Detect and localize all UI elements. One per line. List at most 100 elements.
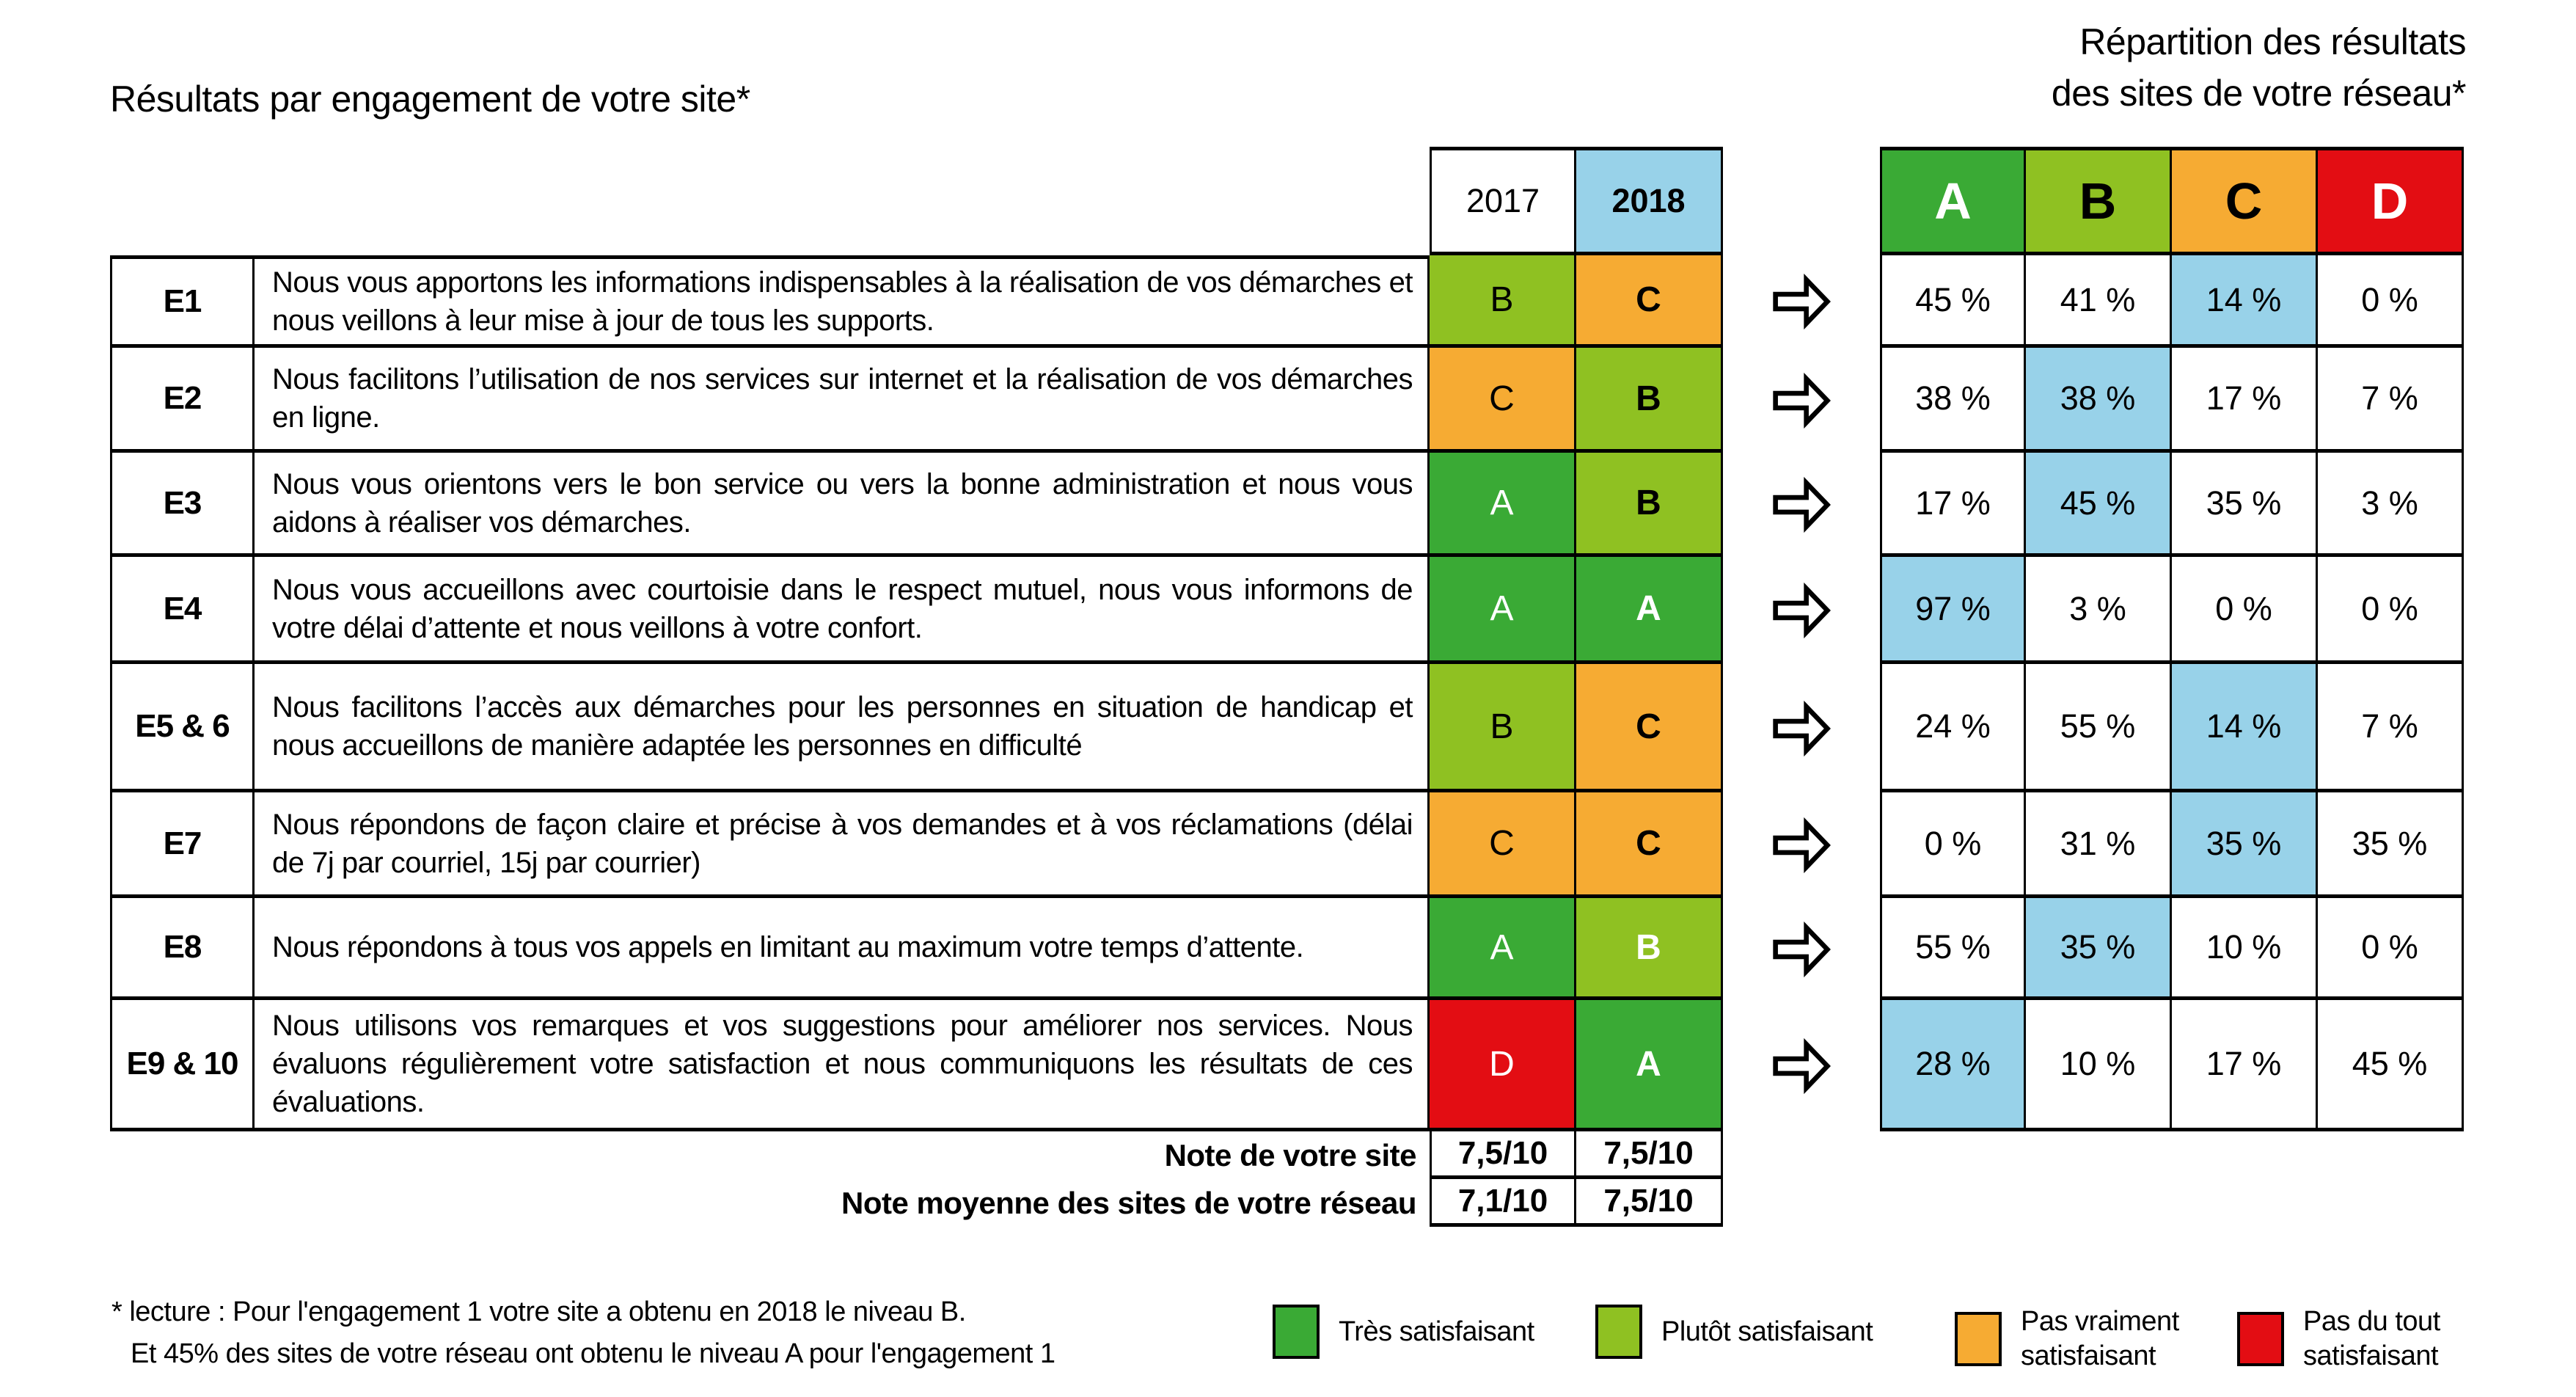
repartition-cell: 3 % xyxy=(2318,453,2464,557)
repartition-cell: 35 % xyxy=(2026,898,2172,1000)
repartition-title-line1: Répartition des résultats xyxy=(2079,21,2466,62)
repartition-title-line2: des sites de votre réseau* xyxy=(2051,73,2467,114)
footnote-line2: Et 45% des sites de votre réseau ont obt… xyxy=(131,1338,1055,1369)
repartition-cell: 0 % xyxy=(2318,898,2464,1000)
repartition-cell: 10 % xyxy=(2172,898,2318,1000)
legend-item-plutot-satisfaisant: Plutôt satisfaisant xyxy=(1595,1305,1873,1359)
orange-swatch-icon xyxy=(1955,1312,2002,1366)
engagement-id: E9 & 10 xyxy=(110,1000,255,1131)
right-arrow-icon xyxy=(1760,792,1843,898)
legend-item-pas-vraiment-satisfaisant: Pas vraiment satisfaisant xyxy=(1955,1305,2241,1374)
grade-2018: B xyxy=(1576,348,1723,453)
engagement-id: E4 xyxy=(110,557,255,664)
engagement-text: Nous vous accueillons avec courtoisie da… xyxy=(255,557,1430,664)
repartition-cell: 38 % xyxy=(1880,348,2026,453)
network-average-2018: 7,5/10 xyxy=(1576,1179,1723,1227)
engagement-text-content: Nous répondons à tous vos appels en limi… xyxy=(272,931,1304,963)
engagement-text-content: Nous répondons de façon claire et précis… xyxy=(272,808,1413,879)
grade-2017: A xyxy=(1430,557,1576,664)
repartition-cell: 0 % xyxy=(2318,557,2464,664)
red-swatch-icon xyxy=(2237,1312,2284,1366)
engagement-text: Nous répondons de façon claire et précis… xyxy=(255,792,1430,898)
legend-label: Pas du tout satisfaisant xyxy=(2303,1306,2440,1371)
arrows-column xyxy=(1760,255,1843,1131)
grade-2017: A xyxy=(1430,898,1576,1000)
engagement-id: E2 xyxy=(110,348,255,453)
repartition-cell: 14 % xyxy=(2172,255,2318,348)
repartition-cell: 35 % xyxy=(2172,453,2318,557)
header-spacer xyxy=(110,147,1430,255)
engagement-id: E1 xyxy=(110,255,255,348)
right-arrow-icon xyxy=(1760,664,1843,792)
year-2017-header: 2017 xyxy=(1430,147,1576,255)
repartition-cell: 17 % xyxy=(2172,1000,2318,1131)
grade-2017: C xyxy=(1430,792,1576,898)
engagements-table: 2017 2018 E1 Nous vous apportons les inf… xyxy=(110,147,1723,1227)
repartition-cell: 35 % xyxy=(2318,792,2464,898)
repartition-cell: 38 % xyxy=(2026,348,2172,453)
repartition-cell: 45 % xyxy=(2318,1000,2464,1131)
engagement-id: E8 xyxy=(110,898,255,1000)
repartition-cell: 35 % xyxy=(2172,792,2318,898)
repartition-cell: 55 % xyxy=(2026,664,2172,792)
right-arrow-icon xyxy=(1760,255,1843,348)
engagement-text: Nous vous orientons vers le bon service … xyxy=(255,453,1430,557)
repartition-cell: 14 % xyxy=(2172,664,2318,792)
engagement-text-content: Nous vous apportons les informations ind… xyxy=(272,266,1413,337)
site-score-label: Note de votre site xyxy=(1164,1137,1417,1172)
engagement-id: E7 xyxy=(110,792,255,898)
site-score-2017: 7,5/10 xyxy=(1430,1131,1576,1179)
grade-2018: A xyxy=(1576,557,1723,664)
repartition-cell: 31 % xyxy=(2026,792,2172,898)
engagement-text-content: Nous facilitons l’utilisation de nos ser… xyxy=(272,363,1413,434)
level-header-C: C xyxy=(2172,147,2318,255)
repartition-cell: 41 % xyxy=(2026,255,2172,348)
right-arrow-icon xyxy=(1760,898,1843,1000)
site-score-2018: 7,5/10 xyxy=(1576,1131,1723,1179)
grade-2017: A xyxy=(1430,453,1576,557)
engagement-text: Nous vous apportons les informations ind… xyxy=(255,255,1430,348)
level-header-A: A xyxy=(1880,147,2026,255)
repartition-cell: 24 % xyxy=(1880,664,2026,792)
right-arrow-icon xyxy=(1760,1000,1843,1131)
repartition-cell: 0 % xyxy=(1880,792,2026,898)
legend-label: Très satisfaisant xyxy=(1339,1316,1534,1347)
year-2018-header: 2018 xyxy=(1576,147,1723,255)
legend-label: Pas vraiment satisfaisant xyxy=(2021,1306,2179,1371)
repartition-cell: 7 % xyxy=(2318,348,2464,453)
right-arrow-icon xyxy=(1760,348,1843,453)
engagement-text: Nous répondons à tous vos appels en limi… xyxy=(255,898,1430,1000)
engagement-text-content: Nous vous accueillons avec courtoisie da… xyxy=(272,573,1413,644)
repartition-cell: 10 % xyxy=(2026,1000,2172,1131)
repartition-cell: 0 % xyxy=(2172,557,2318,664)
page-title: Résultats par engagement de votre site* xyxy=(110,79,750,120)
repartition-cell: 0 % xyxy=(2318,255,2464,348)
level-header-D: D xyxy=(2318,147,2464,255)
footnote-line1: * lecture : Pour l'engagement 1 votre si… xyxy=(111,1296,966,1327)
repartition-title: Répartition des résultats des sites de v… xyxy=(2051,16,2467,119)
repartition-cell: 7 % xyxy=(2318,664,2464,792)
grade-2018: A xyxy=(1576,1000,1723,1131)
repartition-cell: 45 % xyxy=(1880,255,2026,348)
right-arrow-icon xyxy=(1760,453,1843,557)
right-arrow-icon xyxy=(1760,557,1843,664)
grade-2017: C xyxy=(1430,348,1576,453)
grade-2017: D xyxy=(1430,1000,1576,1131)
repartition-cell: 28 % xyxy=(1880,1000,2026,1131)
repartition-cell: 17 % xyxy=(1880,453,2026,557)
legend-item-tres-satisfaisant: Très satisfaisant xyxy=(1273,1305,1534,1359)
grade-2017: B xyxy=(1430,664,1576,792)
grade-2018: C xyxy=(1576,255,1723,348)
repartition-table: A B C D 45 % 41 % 14 % 0 % 38 % 38 % 17 … xyxy=(1880,147,2464,1131)
engagement-text-content: Nous utilisons vos remarques et vos sugg… xyxy=(272,1010,1413,1118)
engagement-text: Nous facilitons l’accès aux démarches po… xyxy=(255,664,1430,792)
footnote: * lecture : Pour l'engagement 1 votre si… xyxy=(111,1291,1055,1375)
engagement-id: E5 & 6 xyxy=(110,664,255,792)
engagement-text: Nous facilitons l’utilisation de nos ser… xyxy=(255,348,1430,453)
repartition-cell: 3 % xyxy=(2026,557,2172,664)
legend-label: Plutôt satisfaisant xyxy=(1661,1316,1873,1347)
engagement-id: E3 xyxy=(110,453,255,557)
grade-2018: C xyxy=(1576,664,1723,792)
repartition-cell: 55 % xyxy=(1880,898,2026,1000)
